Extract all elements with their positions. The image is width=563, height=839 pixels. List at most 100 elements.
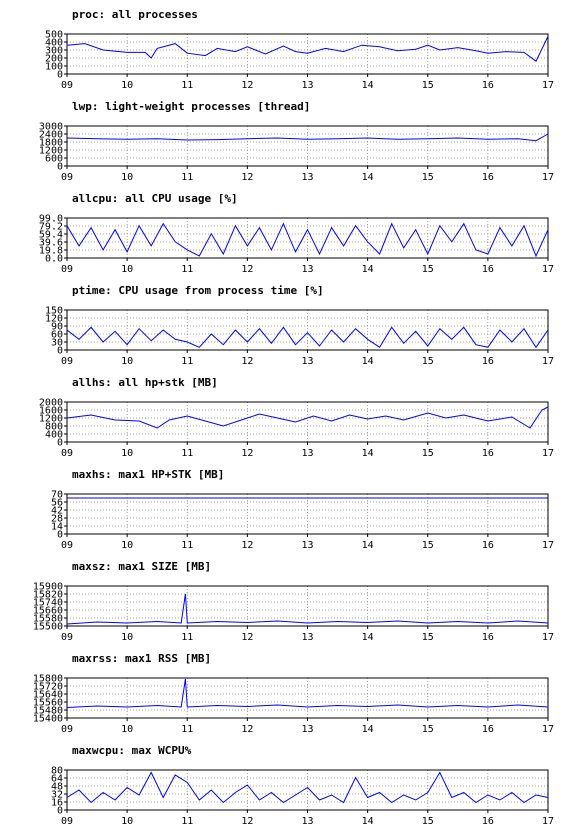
x-tick-label: 09 [61,264,73,275]
x-tick-label: 10 [121,632,133,643]
x-tick-label: 17 [542,80,554,91]
x-tick-label: 14 [362,632,374,643]
x-tick-label: 12 [241,448,253,459]
x-tick-label: 14 [362,724,374,735]
y-tick-label: 15580 [33,614,63,625]
y-tick-label: 100 [45,62,63,73]
y-tick-label: 400 [45,38,63,49]
chart-title: maxsz: max1 SIZE [MB] [72,560,211,573]
x-tick-label: 12 [241,80,253,91]
x-tick-label: 14 [362,264,374,275]
plot-frame [66,33,549,75]
y-tick-label: 60 [51,330,63,341]
y-tick-label: 15820 [33,590,63,601]
x-tick-label: 17 [542,632,554,643]
x-tick-label: 16 [482,172,494,183]
y-tick-label: 48 [51,782,63,793]
x-tick-label: 12 [241,724,253,735]
x-tick-label: 12 [241,172,253,183]
x-tick-label: 15 [422,264,434,275]
y-tick-label: 30 [51,338,63,349]
x-tick-label: 12 [241,816,253,827]
x-tick-label: 13 [301,724,313,735]
y-tick-label: 15800 [33,674,63,685]
x-tick-label: 14 [362,540,374,551]
y-tick-label: 0 [57,806,63,817]
y-tick-label: 0 [57,70,63,81]
y-tick-label: 1200 [39,146,63,157]
x-tick-label: 11 [181,172,193,183]
y-tick-label: 2400 [39,130,63,141]
x-tick-label: 15 [422,540,434,551]
x-tick-label: 09 [61,816,73,827]
x-tick-label: 11 [181,540,193,551]
x-tick-label: 09 [61,724,73,735]
x-tick-label: 11 [181,816,193,827]
x-tick-label: 13 [301,80,313,91]
series-line [66,222,549,258]
x-tick-label: 12 [241,632,253,643]
y-tick-label: 300 [45,46,63,57]
y-tick-label: 15640 [33,690,63,701]
y-tick-label: 800 [45,422,63,433]
series-line [66,406,549,429]
x-tick-label: 11 [181,724,193,735]
y-tick-label: 1200 [39,414,63,425]
series-line [66,771,549,804]
x-tick-label: 10 [121,448,133,459]
y-tick-label: 15560 [33,698,63,709]
x-tick-label: 09 [61,356,73,367]
plot-frame [66,677,549,719]
chart-title: maxhs: max1 HP+STK [MB] [72,468,224,481]
plot-frame [66,585,549,627]
x-tick-label: 16 [482,816,494,827]
y-tick-label: 59.4 [39,230,63,241]
x-tick-label: 10 [121,356,133,367]
x-tick-label: 16 [482,540,494,551]
x-tick-label: 15 [422,448,434,459]
x-tick-label: 13 [301,540,313,551]
x-tick-label: 13 [301,632,313,643]
x-tick-label: 14 [362,448,374,459]
x-tick-label: 09 [61,540,73,551]
y-tick-label: 32 [51,790,63,801]
y-tick-label: 0 [57,530,63,541]
chart-title: ptime: CPU usage from process time [%] [72,284,324,297]
x-tick-label: 12 [241,540,253,551]
y-tick-label: 120 [45,314,63,325]
y-tick-label: 500 [45,30,63,41]
y-tick-label: 2000 [39,398,63,409]
y-tick-label: 0.0 [45,254,63,265]
x-tick-label: 10 [121,264,133,275]
y-tick-label: 42 [51,506,63,517]
x-tick-label: 15 [422,724,434,735]
x-tick-label: 16 [482,448,494,459]
y-tick-label: 0 [57,162,63,173]
plot-frame [66,125,549,167]
x-tick-label: 13 [301,448,313,459]
y-tick-label: 400 [45,430,63,441]
y-tick-label: 200 [45,54,63,65]
x-tick-label: 11 [181,80,193,91]
x-tick-label: 17 [542,356,554,367]
x-tick-label: 09 [61,632,73,643]
x-tick-label: 17 [542,540,554,551]
y-tick-label: 39.6 [39,238,63,249]
x-tick-label: 17 [542,448,554,459]
plot-frame [66,493,549,535]
series-line [66,678,549,708]
y-tick-label: 15740 [33,598,63,609]
y-tick-label: 1600 [39,406,63,417]
chart-title: lwp: light-weight processes [thread] [72,100,310,113]
chart-title: maxrss: max1 RSS [MB] [72,652,211,665]
x-tick-label: 17 [542,172,554,183]
x-tick-label: 10 [121,540,133,551]
x-tick-label: 17 [542,816,554,827]
series-line [66,36,549,62]
y-tick-label: 0 [57,438,63,449]
chart-title: proc: all processes [72,8,198,21]
plot-frame [66,217,549,259]
x-tick-label: 16 [482,632,494,643]
x-tick-label: 10 [121,816,133,827]
